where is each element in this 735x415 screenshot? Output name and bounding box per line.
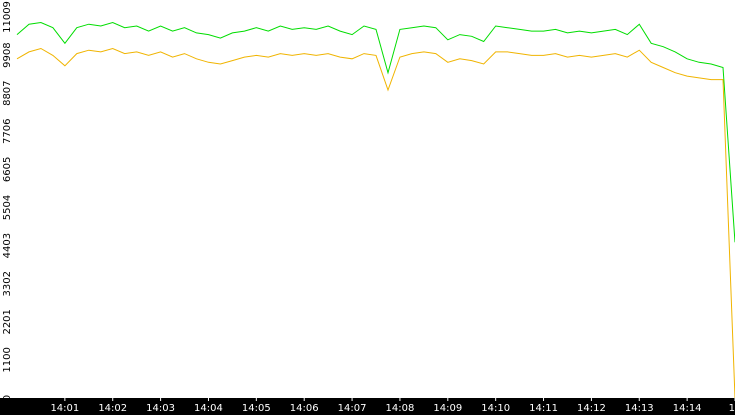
x-tick-label: 14:12 [577, 403, 606, 414]
x-tick-label: 14:01 [50, 403, 79, 414]
y-tick-label: 0 [2, 395, 13, 401]
y-tick-label: 2201 [2, 309, 13, 334]
y-tick-label: 3302 [2, 271, 13, 296]
y-tick-label: 9908 [2, 42, 13, 67]
x-tick-label: 14:03 [146, 403, 175, 414]
y-tick-label: 11009 [2, 1, 13, 33]
x-tick-label: 14:02 [98, 403, 127, 414]
x-tick-label: 14:05 [242, 403, 271, 414]
y-tick-label: 5504 [2, 195, 13, 220]
x-tick-label: 14:13 [625, 403, 654, 414]
x-tick-label: 14 [729, 403, 735, 414]
y-tick-label: 1100 [2, 347, 13, 372]
x-tick-label: 14:04 [194, 403, 223, 414]
y-tick-label: 4403 [2, 233, 13, 258]
y-tick-label: 6605 [2, 157, 13, 182]
x-tick-label: 14:08 [386, 403, 415, 414]
x-tick-label: 14:09 [433, 403, 462, 414]
x-tick-label: 14:14 [673, 403, 702, 414]
y-tick-label: 8807 [2, 80, 13, 105]
x-tick-label: 14:11 [529, 403, 558, 414]
x-axis-bar [0, 398, 735, 415]
y-tick-label: 7706 [2, 119, 13, 144]
series-line [16, 47, 735, 399]
series-line [16, 21, 735, 243]
x-tick-label: 14:10 [481, 403, 510, 414]
x-tick-label: 14:06 [290, 403, 319, 414]
x-tick-label: 14:07 [338, 403, 367, 414]
